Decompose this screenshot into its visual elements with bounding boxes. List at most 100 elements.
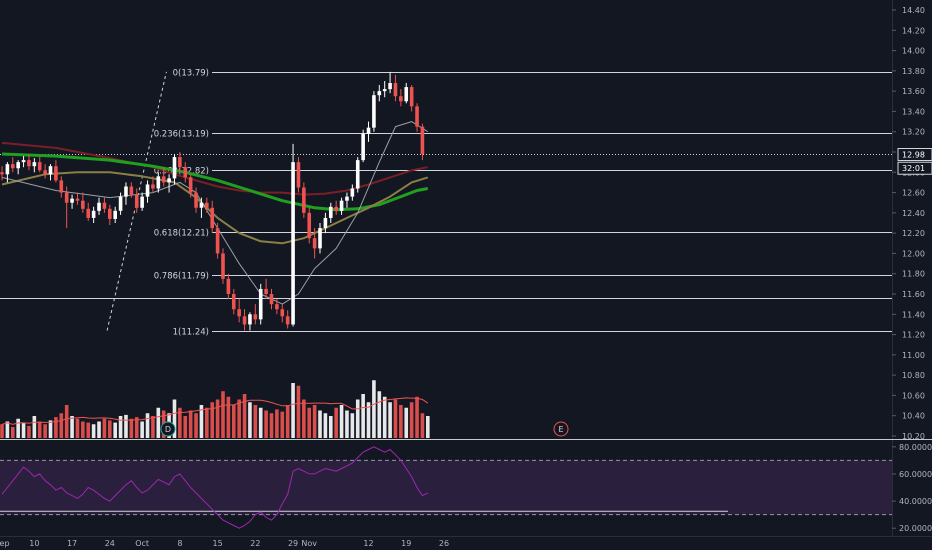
volume-bar [253, 405, 258, 438]
candle-body [323, 217, 328, 229]
candle-body [409, 87, 414, 107]
volume-bar [275, 409, 279, 438]
candle-body [16, 162, 20, 169]
volume-bar [210, 402, 215, 438]
volume-bar [248, 402, 252, 438]
candle-body [167, 178, 171, 183]
volume-bar [393, 399, 398, 438]
candle-body [231, 294, 236, 310]
candle-body [70, 198, 74, 203]
volume-bar [361, 394, 365, 438]
price-axis-label: 10.20 [902, 432, 925, 441]
volume-bar [91, 424, 96, 438]
candle-body [307, 212, 312, 239]
event-marker-label: D [165, 425, 171, 434]
volume-bar [54, 417, 58, 438]
candle-body [328, 206, 333, 218]
volume-bar [194, 413, 198, 438]
volume-bar [205, 407, 209, 438]
volume-bar [382, 396, 387, 438]
candle-body [339, 200, 344, 211]
time-axis-label: Sep [0, 539, 10, 548]
price-axis-label: 13.60 [902, 87, 925, 96]
volume-bar [108, 420, 112, 438]
candle-body [97, 202, 101, 211]
volume-bar [86, 422, 91, 438]
price-axis-label: 10.80 [902, 371, 925, 380]
volume-bar [404, 407, 409, 438]
volume-bars [0, 380, 430, 438]
price-axis-label: 11.40 [902, 310, 925, 319]
volume-bar [318, 410, 322, 438]
price-axis-label: 11.00 [902, 351, 925, 360]
volume-bar [118, 416, 123, 438]
rsi-band [0, 460, 892, 515]
volume-bar [291, 383, 295, 438]
volume-bar [334, 407, 338, 438]
candle-body [269, 294, 274, 305]
volume-bar [302, 399, 306, 438]
candle-body [134, 194, 139, 208]
candle-body [420, 126, 425, 155]
moving-average-ma100 [1, 152, 429, 212]
volume-bar [237, 399, 241, 438]
candle-body [302, 187, 306, 213]
candle-body [113, 210, 117, 219]
volume-bar [37, 421, 42, 438]
volume-bar [372, 380, 376, 438]
candle-body [318, 228, 322, 249]
price-axis-label: 12.00 [902, 249, 925, 258]
candle-body [48, 166, 53, 175]
candle-body [372, 95, 376, 128]
volume-bar [323, 413, 328, 438]
volume-bar [296, 385, 301, 438]
time-axis-label: 22 [250, 539, 260, 548]
volume-bar [97, 421, 101, 438]
volume-bar [399, 405, 403, 438]
volume-bar [221, 391, 225, 438]
candle-body [161, 176, 166, 183]
volume-bar [366, 402, 371, 438]
time-axis-label: 15 [213, 539, 223, 548]
volume-bar [280, 411, 285, 438]
event-marker-e: E [553, 421, 569, 437]
moving-averages [1, 121, 429, 305]
candle-body [188, 177, 193, 193]
candle-body [361, 133, 365, 161]
price-axis-label: 14.00 [902, 47, 925, 56]
volume-bar [27, 425, 31, 438]
volume-bar [307, 407, 312, 438]
time-axis-label: Nov [301, 539, 317, 548]
volume-bar [102, 418, 107, 438]
candle-body [102, 202, 107, 209]
candle-body [399, 96, 403, 102]
last-price-label: 12.98 [902, 151, 925, 160]
candle-body [118, 196, 123, 211]
volume-bar [426, 416, 430, 438]
candle-body [194, 192, 198, 208]
volume-bar [188, 410, 193, 438]
candle-body [199, 202, 204, 208]
price-axis-label: 11.20 [902, 331, 925, 340]
candle-body [183, 167, 188, 178]
fib-level-label: 0.236(13.19) [154, 130, 209, 140]
candle-body [59, 180, 64, 193]
volume-bar [134, 417, 139, 438]
time-axis-label: Oct [135, 539, 149, 548]
volume-bar [415, 396, 419, 438]
event-marker-circle [160, 421, 176, 437]
event-marker-label: E [558, 425, 563, 434]
price-axis-label: 11.80 [902, 270, 925, 279]
volume-bar [129, 418, 134, 438]
candle-body [334, 206, 338, 211]
time-axis-label: 26 [439, 539, 449, 548]
candle-body [291, 162, 295, 325]
price-axis-label: 12.40 [902, 209, 925, 218]
volume-bar [64, 405, 69, 438]
candles [0, 71, 425, 331]
price-axis-label: 14.40 [902, 6, 925, 15]
volume-bar [285, 405, 290, 438]
candle-body [242, 316, 247, 325]
